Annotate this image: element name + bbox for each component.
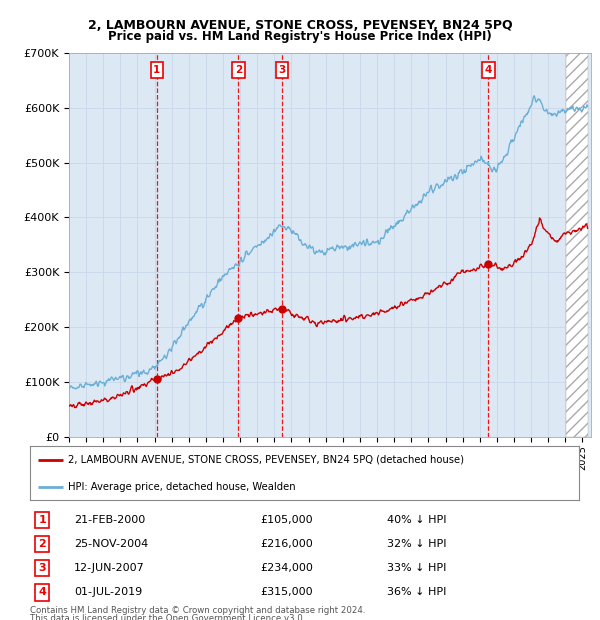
- Text: 40% ↓ HPI: 40% ↓ HPI: [387, 515, 446, 525]
- Text: 4: 4: [485, 65, 492, 75]
- Text: Contains HM Land Registry data © Crown copyright and database right 2024.: Contains HM Land Registry data © Crown c…: [30, 606, 365, 616]
- Text: 32% ↓ HPI: 32% ↓ HPI: [387, 539, 446, 549]
- Text: 1: 1: [153, 65, 160, 75]
- Text: 3: 3: [38, 564, 46, 574]
- Text: 12-JUN-2007: 12-JUN-2007: [74, 564, 145, 574]
- Text: 2: 2: [38, 539, 46, 549]
- Text: Price paid vs. HM Land Registry's House Price Index (HPI): Price paid vs. HM Land Registry's House …: [108, 30, 492, 43]
- Text: 2, LAMBOURN AVENUE, STONE CROSS, PEVENSEY, BN24 5PQ (detached house): 2, LAMBOURN AVENUE, STONE CROSS, PEVENSE…: [68, 455, 464, 465]
- Text: 21-FEB-2000: 21-FEB-2000: [74, 515, 145, 525]
- Text: 2: 2: [235, 65, 242, 75]
- Text: 1: 1: [38, 515, 46, 525]
- Text: £234,000: £234,000: [260, 564, 313, 574]
- Text: 33% ↓ HPI: 33% ↓ HPI: [387, 564, 446, 574]
- Text: HPI: Average price, detached house, Wealden: HPI: Average price, detached house, Weal…: [68, 482, 296, 492]
- Text: 3: 3: [278, 65, 286, 75]
- Text: 4: 4: [38, 587, 46, 598]
- Text: £315,000: £315,000: [260, 587, 313, 598]
- Text: 25-NOV-2004: 25-NOV-2004: [74, 539, 148, 549]
- Text: 36% ↓ HPI: 36% ↓ HPI: [387, 587, 446, 598]
- Text: £216,000: £216,000: [260, 539, 313, 549]
- Text: £105,000: £105,000: [260, 515, 313, 525]
- Text: 2, LAMBOURN AVENUE, STONE CROSS, PEVENSEY, BN24 5PQ: 2, LAMBOURN AVENUE, STONE CROSS, PEVENSE…: [88, 19, 512, 32]
- Text: 01-JUL-2019: 01-JUL-2019: [74, 587, 142, 598]
- Text: This data is licensed under the Open Government Licence v3.0.: This data is licensed under the Open Gov…: [30, 614, 305, 620]
